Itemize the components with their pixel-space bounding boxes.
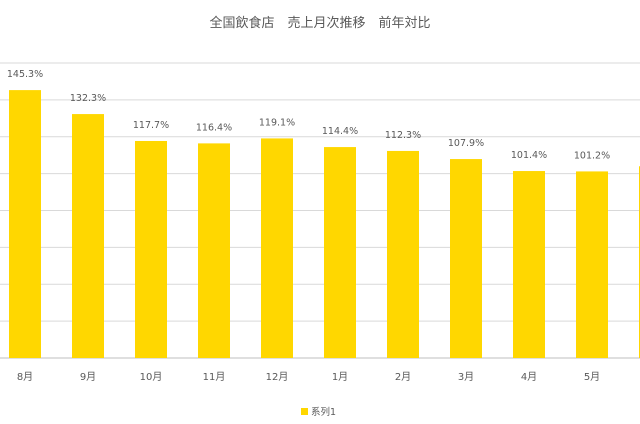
x-tick-label: 9月 xyxy=(80,371,96,383)
data-label: 117.7% xyxy=(133,120,169,131)
data-label: 114.4% xyxy=(322,126,358,137)
x-tick-label: 12月 xyxy=(266,371,289,383)
bar xyxy=(135,140,167,358)
bar xyxy=(261,138,293,358)
data-label: 132.3% xyxy=(70,93,106,104)
data-label: 101.2% xyxy=(574,150,610,161)
x-tick-label: 8月 xyxy=(17,371,33,383)
bar xyxy=(576,171,608,358)
bar xyxy=(387,150,419,358)
x-tick-label: 3月 xyxy=(458,371,474,383)
x-tick-label: 10月 xyxy=(140,371,163,383)
bar xyxy=(72,114,104,359)
data-label: 119.1% xyxy=(259,117,295,128)
legend-swatch xyxy=(301,408,308,415)
x-tick-label: 5月 xyxy=(584,371,600,383)
x-tick-label: 1月 xyxy=(332,371,348,383)
legend-label: 系列1 xyxy=(311,406,336,418)
data-label: 145.3% xyxy=(7,69,43,80)
data-label: 112.3% xyxy=(385,130,421,141)
bar xyxy=(9,90,41,359)
bar xyxy=(450,159,482,358)
chart-title: 全国飲食店 売上月次推移 前年対比 xyxy=(209,16,431,31)
data-label: 116.4% xyxy=(196,122,232,133)
x-tick-label: 11月 xyxy=(203,371,226,383)
data-label: 107.9% xyxy=(448,138,484,149)
x-tick-label: 2月 xyxy=(395,371,411,383)
bar xyxy=(198,143,230,358)
bar xyxy=(324,147,356,358)
bar xyxy=(513,171,545,358)
data-label: 101.4% xyxy=(511,150,547,161)
x-tick-label: 4月 xyxy=(521,371,537,383)
